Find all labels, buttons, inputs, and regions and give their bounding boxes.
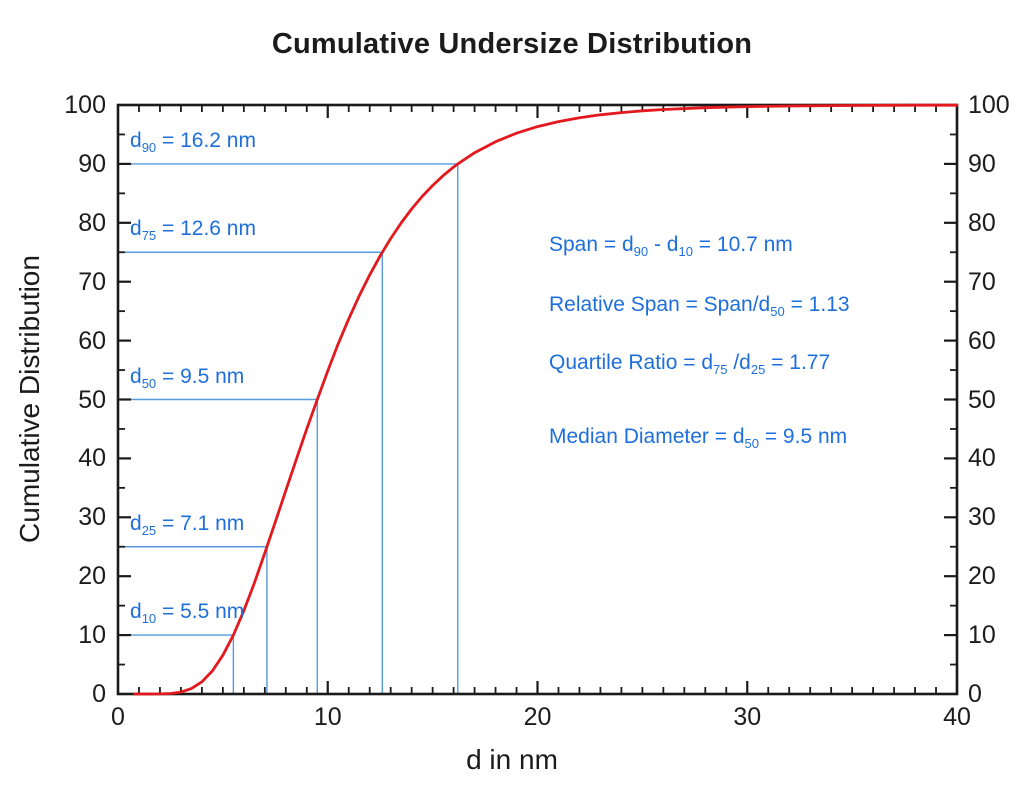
y-tick-label-right-80: 80 — [968, 208, 996, 237]
figure-title: Cumulative Undersize Distribution — [271, 28, 753, 60]
y-tick-label-left-30: 30 — [78, 503, 106, 532]
y-tick-label-right-0: 0 — [968, 680, 982, 708]
y-tick-label-left-10: 10 — [78, 621, 106, 650]
stat-annotation-0: Span = d90 - d10 = 10.7 nm — [549, 233, 793, 260]
y-tick-label-right-40: 40 — [968, 444, 996, 473]
percentile-label-d25: d25 = 7.1 nm — [130, 511, 245, 538]
x-tick-label-0: 0 — [111, 703, 125, 731]
y-tick-label-right-50: 50 — [968, 385, 996, 414]
y-tick-label-left-100: 100 — [64, 91, 106, 119]
x-tick-label-30: 30 — [733, 703, 762, 731]
y-tick-label-right-30: 30 — [968, 503, 996, 532]
x-tick-label-10: 10 — [313, 703, 342, 731]
y-tick-label-left-80: 80 — [78, 208, 106, 237]
x-tick-label-20: 20 — [523, 703, 552, 731]
percentile-label-d50: d50 = 9.5 nm — [130, 364, 245, 391]
percentile-label-d75: d75 = 12.6 nm — [130, 217, 256, 244]
y-tick-label-left-20: 20 — [78, 562, 106, 591]
y-tick-label-left-0: 0 — [92, 680, 106, 708]
stat-annotation-2: Quartile Ratio = d75 /d25 = 1.77 — [549, 351, 831, 378]
y-tick-label-right-90: 90 — [968, 149, 996, 178]
y-tick-label-right-100: 100 — [968, 91, 1010, 119]
y-tick-label-right-10: 10 — [968, 621, 996, 650]
y-tick-label-right-20: 20 — [968, 562, 996, 591]
y-tick-label-left-40: 40 — [78, 444, 106, 473]
y-tick-label-left-70: 70 — [78, 267, 106, 296]
y-tick-label-left-60: 60 — [78, 326, 106, 355]
y-tick-label-left-90: 90 — [78, 149, 106, 178]
stat-annotation-3: Median Diameter = d50 = 9.5 nm — [549, 425, 848, 452]
percentile-label-d10: d10 = 5.5 nm — [130, 600, 245, 627]
cumulative-distribution-curve — [133, 103, 959, 696]
y-tick-label-right-70: 70 — [968, 267, 996, 296]
percentile-label-d90: d90 = 16.2 nm — [130, 128, 256, 156]
y-tick-label-left-50: 50 — [78, 385, 106, 414]
x-tick-label-40: 40 — [943, 703, 971, 731]
y-tick-label-right-60: 60 — [968, 326, 996, 355]
stat-annotation-1: Relative Span = Span/d50 = 1.13 — [549, 293, 850, 320]
x-axis-label: d in nm — [466, 744, 558, 775]
